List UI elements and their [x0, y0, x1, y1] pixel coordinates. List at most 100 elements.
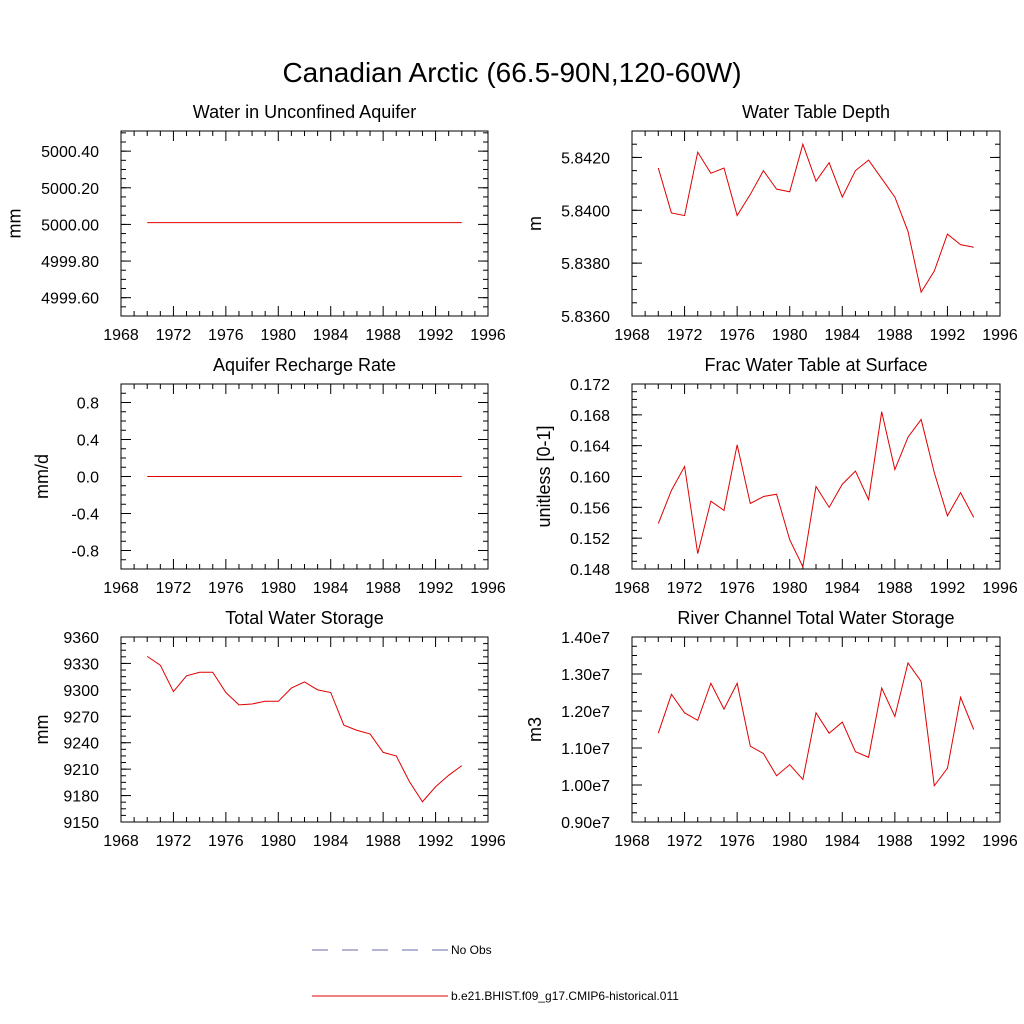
x-tick-label: 1976: [719, 833, 755, 850]
y-tick-label: 0.8: [77, 396, 99, 413]
x-tick-label: 1976: [208, 580, 244, 597]
legend: No Obs b.e21.BHIST.f09_g17.CMIP6-histori…: [312, 943, 679, 1003]
y-tick-label: 9300: [63, 683, 99, 700]
x-tick-label: 1988: [877, 327, 913, 344]
x-tick-label: 1996: [982, 833, 1018, 850]
y-axis-label: unitless [0-1]: [534, 425, 554, 527]
plot-frame: [631, 130, 1001, 317]
y-tick-label: 5000.00: [41, 217, 99, 234]
plot-frame: [631, 636, 1001, 823]
y-axis-label: mm/d: [32, 454, 52, 499]
x-tick-label: 1984: [313, 327, 349, 344]
panel-title: Frac Water Table at Surface: [704, 355, 927, 375]
panel-title: Aquifer Recharge Rate: [213, 355, 396, 375]
y-tick-label: 0.168: [570, 408, 610, 425]
x-tick-label: 1976: [208, 327, 244, 344]
y-tick-label: 1.40e7: [561, 630, 610, 647]
series-line: [657, 411, 975, 569]
y-tick-label: -0.8: [71, 544, 99, 561]
x-tick-label: 1972: [156, 327, 192, 344]
panel-title: Water in Unconfined Aquifer: [193, 102, 416, 122]
x-tick-label: 1996: [470, 327, 506, 344]
x-tick-label: 1992: [930, 833, 966, 850]
y-tick-label: 9240: [63, 736, 99, 753]
y-axis-label: mm: [5, 209, 25, 239]
x-tick-label: 1992: [418, 580, 454, 597]
y-tick-label: 0.160: [570, 470, 610, 487]
x-tick-label: 1988: [365, 580, 401, 597]
legend-label-model: b.e21.BHIST.f09_g17.CMIP6-historical.011: [451, 989, 679, 1003]
x-tick-label: 1996: [982, 327, 1018, 344]
series-line: [146, 655, 463, 803]
x-tick-label: 1968: [614, 833, 650, 850]
x-tick-label: 1996: [470, 580, 506, 597]
y-axis-label: mm: [32, 715, 52, 745]
figure-title: Canadian Arctic (66.5-90N,120-60W): [282, 57, 741, 88]
y-tick-label: 9150: [63, 815, 99, 832]
y-tick-label: 1.20e7: [561, 704, 610, 721]
panel-total-water-storage: Total Water Storage 1968 1972 1976 1980 1984 1…: [32, 608, 506, 850]
x-tick-label: 1980: [260, 580, 296, 597]
y-tick-label: 5.8420: [561, 150, 610, 167]
panel-frac-water-table-at-surface: Frac Water Table at Surface 1968 1972 1976 1…: [534, 355, 1018, 597]
panel-title: River Channel Total Water Storage: [677, 608, 954, 628]
x-tick-label: 1976: [719, 580, 755, 597]
series-line: [657, 142, 974, 294]
legend-label-no-obs: No Obs: [451, 943, 492, 957]
y-tick-label: 0.156: [570, 500, 610, 517]
x-tick-label: 1980: [772, 833, 808, 850]
x-tick-label: 1976: [719, 327, 755, 344]
x-tick-label: 1968: [103, 833, 139, 850]
x-tick-label: 1980: [772, 580, 808, 597]
y-axis-label: m: [525, 216, 545, 231]
x-tick-label: 1988: [365, 327, 401, 344]
y-tick-label: 0.172: [570, 377, 610, 394]
panel-river-channel-total-water-storage: River Channel Total Water Storage 1968 197…: [525, 608, 1018, 850]
panels: Water in Unconfined Aquifer 1968 1972 1976 1…: [5, 102, 1018, 850]
y-tick-label: 9180: [63, 789, 99, 806]
x-tick-label: 1996: [982, 580, 1018, 597]
x-tick-label: 1980: [260, 327, 296, 344]
plot-frame: [631, 383, 1001, 570]
y-tick-label: 9210: [63, 762, 99, 779]
x-tick-label: 1984: [313, 833, 349, 850]
x-tick-label: 1972: [667, 580, 703, 597]
x-tick-label: 1988: [365, 833, 401, 850]
y-tick-label: 1.30e7: [561, 667, 610, 684]
y-tick-label: 0.0: [77, 470, 99, 487]
plot-frame: [120, 636, 489, 823]
y-tick-label: 0.4: [77, 433, 99, 450]
x-tick-label: 1972: [156, 833, 192, 850]
panel-title: Total Water Storage: [225, 608, 383, 628]
x-tick-label: 1996: [470, 833, 506, 850]
y-tick-label: 4999.80: [41, 254, 99, 271]
panel-water-in-unconfined-aquifer: Water in Unconfined Aquifer 1968 1972 1976 1…: [5, 102, 506, 344]
x-tick-label: 1980: [772, 327, 808, 344]
y-tick-label: 5.8380: [561, 256, 610, 273]
x-tick-label: 1992: [418, 327, 454, 344]
x-tick-label: 1968: [103, 580, 139, 597]
x-tick-label: 1984: [313, 580, 349, 597]
x-tick-label: 1988: [877, 833, 913, 850]
x-tick-label: 1992: [930, 580, 966, 597]
x-tick-label: 1984: [824, 327, 860, 344]
y-tick-label: 0.90e7: [561, 815, 610, 832]
y-tick-label: 5000.40: [41, 144, 99, 161]
y-tick-label: 5.8400: [561, 203, 610, 220]
x-tick-label: 1984: [824, 833, 860, 850]
y-axis-label: m3: [525, 717, 545, 742]
y-tick-label: 9360: [63, 630, 99, 647]
x-tick-label: 1980: [260, 833, 296, 850]
y-tick-label: 0.152: [570, 531, 610, 548]
y-tick-label: 4999.60: [41, 291, 99, 308]
y-tick-label: 1.00e7: [561, 778, 610, 795]
x-tick-label: 1972: [667, 327, 703, 344]
x-tick-label: 1992: [418, 833, 454, 850]
x-tick-label: 1984: [824, 580, 860, 597]
y-tick-label: 0.148: [570, 562, 610, 579]
y-tick-label: 1.10e7: [561, 741, 610, 758]
y-tick-label: 9270: [63, 709, 99, 726]
panel-aquifer-recharge-rate: Aquifer Recharge Rate 1968 1972 1976 1980 198…: [32, 355, 506, 597]
x-tick-label: 1972: [667, 833, 703, 850]
